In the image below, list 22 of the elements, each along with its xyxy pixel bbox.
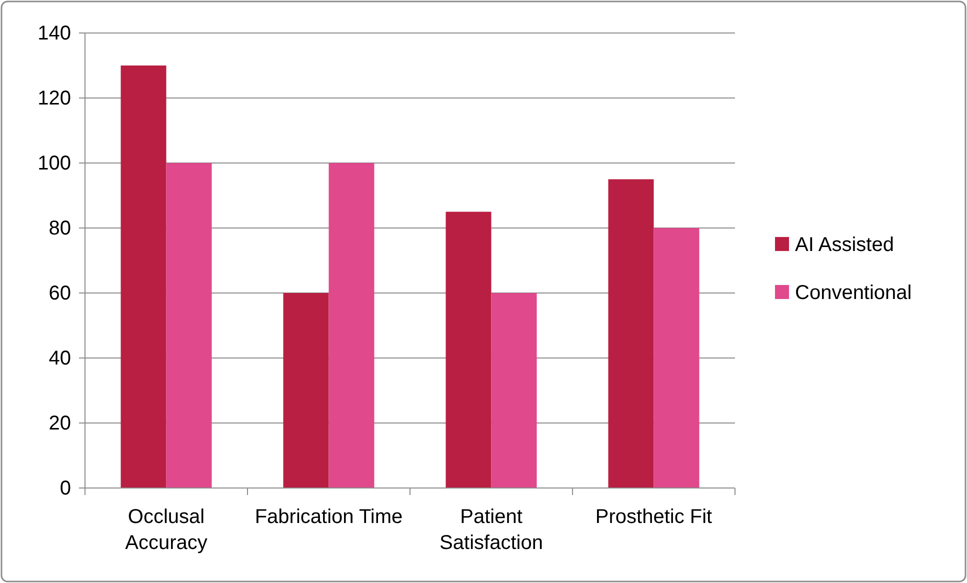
bar [328, 163, 374, 488]
bar [654, 228, 700, 488]
bar [166, 163, 212, 488]
y-tick-label: 140 [38, 22, 71, 44]
legend-label: AI Assisted [795, 234, 894, 256]
y-tick-label: 120 [38, 87, 71, 110]
y-tick-label: 0 [60, 477, 71, 500]
x-tick-label: Prosthetic Fit [595, 506, 713, 528]
y-tick-label: 80 [48, 217, 71, 240]
bar [446, 212, 492, 488]
y-tick-label: 100 [38, 152, 71, 174]
y-tick-label: 40 [48, 347, 71, 370]
bar [283, 293, 329, 488]
y-tick-label: 60 [48, 282, 71, 304]
bar [491, 293, 537, 488]
bar [120, 66, 166, 488]
x-tick-label: Fabrication Time [254, 506, 403, 528]
y-tick-label: 20 [48, 412, 71, 434]
legend-label: Conventional [795, 282, 912, 304]
bar [608, 179, 654, 488]
x-tick-label: Occlusal Accuracy [125, 506, 208, 554]
x-tick-label: Patient Satisfaction [440, 506, 543, 554]
